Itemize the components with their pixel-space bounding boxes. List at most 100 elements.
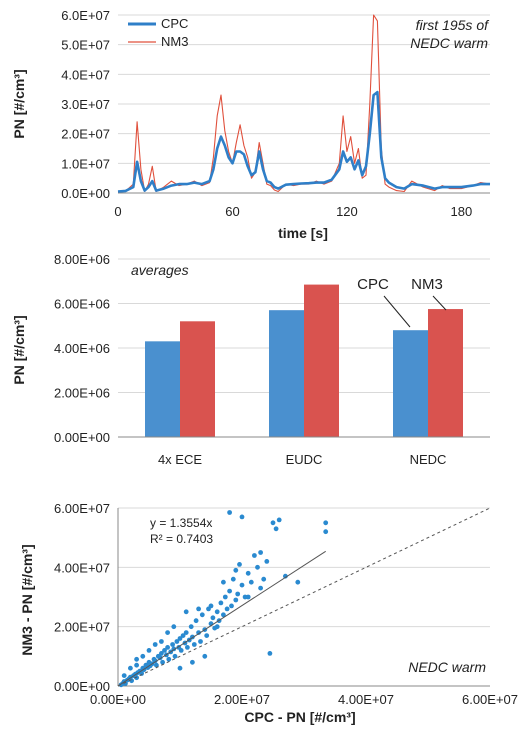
scatter-point [233,597,239,603]
scatter-point [152,658,158,664]
timeseries-y-tick-label: 5.0E+07 [61,38,110,53]
scatter-point [139,671,145,676]
scatter-point [227,510,233,515]
timeseries-x-tick-label: 120 [336,204,358,219]
bar-nm3-2 [428,309,463,437]
scatter-point [129,678,135,684]
scatter-point [121,673,127,678]
bar-category-label: 4x ECE [158,452,202,467]
scatter-point [270,520,276,526]
scatter-point [172,653,178,659]
scatter-panel: 0.00E+00 2.00E+07 4.00E+07 6.00E+07 0.00E+0… [19,501,518,725]
scatter-point [239,582,245,588]
scatter-r-squared: R² = 0.7403 [150,532,213,546]
scatter-point [261,576,267,582]
scatter-point [218,600,224,606]
scatter-point [146,648,152,653]
scatter-point [323,520,329,526]
scatter-point [252,553,257,558]
scatter-point [134,656,140,662]
bar-callout-nm3-leader [432,295,447,311]
scatter-point [196,606,202,612]
timeseries-y-tick-label: 0.0E+00 [61,186,110,201]
scatter-point [235,591,241,597]
scatter-point [177,636,183,641]
scatter-point [180,633,186,638]
scatter-point [229,603,234,609]
bar-category-label: NEDC [410,452,447,467]
scatter-point [177,665,183,671]
scatter-point [224,606,230,612]
scatter-x-tick-label: 2.00E+07 [214,692,270,707]
scatter-point [222,594,228,600]
timeseries-y-tick-label: 4.0E+07 [61,67,110,82]
bar-cpc-2 [393,330,428,437]
scatter-y-tick-labels: 0.00E+00 2.00E+07 4.00E+07 6.00E+07 [54,501,110,694]
scatter-point [191,642,197,647]
bar-y-tick-label: 6.00E+06 [54,297,110,312]
scatter-point [154,662,159,668]
timeseries-y-tick-label: 6.0E+07 [61,8,110,23]
bar-callout-nm3: NM3 [411,276,443,293]
bar-callout-cpc-leader [383,295,411,328]
timeseries-x-axis-title: time [s] [278,225,328,241]
scatter-point [170,642,176,647]
scatter-trendline [117,550,326,687]
scatter-point [185,645,190,650]
scatter-x-tick-label: 0.00E+00 [90,692,146,707]
scatter-point [267,651,273,656]
scatter-point [199,612,205,618]
scatter-y-axis-title: NM3 - PN [#/cm³] [19,544,35,655]
bar-annotation: averages [131,262,189,278]
scatter-point [258,585,263,591]
timeseries-panel: 0.0E+00 1.0E+07 2.0E+07 3.0E+07 4.0E+07 5.0E+… [11,8,490,241]
scatter-x-tick-label: 4.00E+07 [338,692,394,707]
scatter-point [295,579,301,585]
timeseries-y-tick-label: 1.0E+07 [61,156,110,171]
scatter-point [188,624,194,630]
scatter-point [233,567,239,573]
scatter-point [140,653,146,659]
timeseries-legend: CPC NM3 [128,16,188,49]
scatter-point [245,570,251,576]
timeseries-y-axis-title: PN [#/cm³] [11,69,27,138]
scatter-point [248,579,254,585]
timeseries-annotation-line-1: first 195s of [416,17,490,33]
scatter-point [208,603,214,609]
scatter-point [159,651,164,656]
bar-nm3-1 [304,284,339,437]
timeseries-x-tick-labels: 0 60 120 180 [114,204,472,219]
scatter-point [178,648,184,653]
bar-y-tick-label: 4.00E+06 [54,341,110,356]
bar-y-tick-label: 2.00E+06 [54,386,110,401]
scatter-point [273,526,279,532]
scatter-point [165,630,171,635]
scatter-point [276,517,282,523]
legend-label-cpc: CPC [161,16,188,31]
scatter-point [183,609,189,615]
scatter-point [198,639,203,644]
scatter-point [264,559,270,564]
scatter-point [190,659,195,665]
bar-y-axis-title: PN [#/cm³] [11,315,27,384]
scatter-point [227,588,233,594]
scatter-annotation: NEDC warm [408,659,486,675]
scatter-y-tick-label: 2.00E+07 [54,620,110,635]
bar-category-label: EUDC [286,452,323,467]
scatter-point [221,579,226,585]
timeseries-y-tick-label: 2.0E+07 [61,127,110,142]
legend-label-nm3: NM3 [161,34,188,49]
scatter-point [174,639,180,644]
scatter-point [134,662,140,668]
scatter-point [258,550,263,555]
scatter-point [162,648,167,653]
scatter-point [239,514,245,520]
scatter-reference-lines [117,507,491,687]
bar-y-tick-label: 0.00E+00 [54,430,110,445]
timeseries-y-tick-label: 3.0E+07 [61,97,110,112]
scatter-x-tick-label: 6.00E+07 [462,692,518,707]
bar-nm3-0 [180,321,215,437]
scatter-point [245,594,251,600]
scatter-point [152,642,158,647]
scatter-point [221,612,226,618]
